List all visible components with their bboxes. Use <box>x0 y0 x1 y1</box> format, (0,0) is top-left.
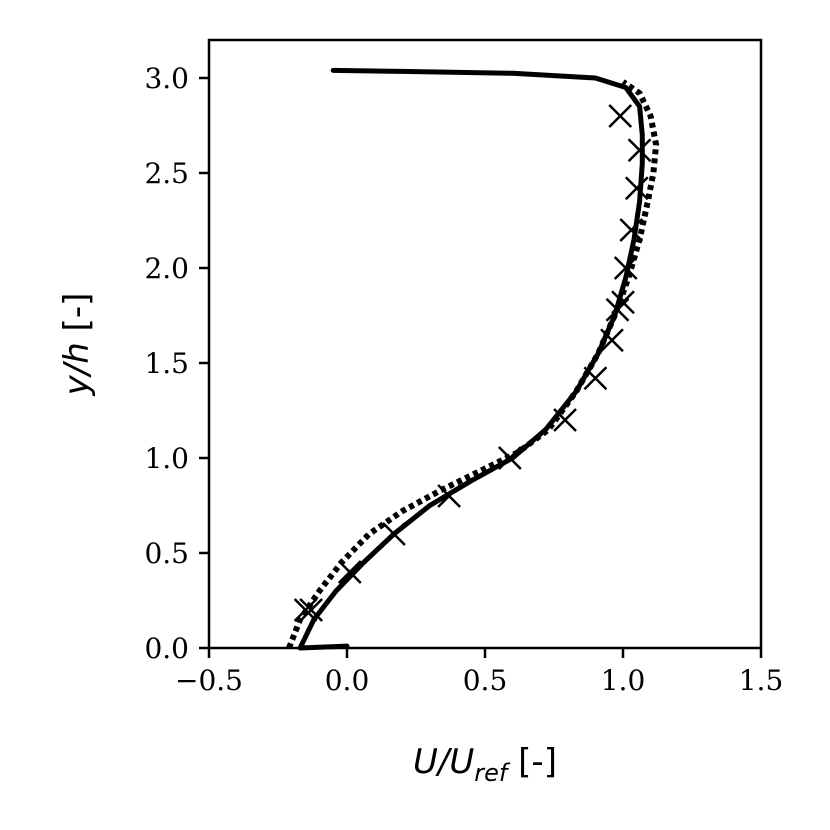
marker-x-point <box>293 598 318 622</box>
x-axis-label-unit: [-] <box>507 742 557 782</box>
marker-x-point <box>583 366 608 391</box>
y-axis-label-var: y/h <box>57 342 97 396</box>
marker-x-point <box>627 138 652 163</box>
marker-x-point <box>624 176 649 201</box>
series-1-solid-line <box>297 67 645 651</box>
y-tick-label: 2.5 <box>144 157 189 190</box>
marker-x-point <box>611 290 635 315</box>
x-axis-label-var: U/U <box>413 742 474 782</box>
marker-x-point <box>600 328 624 353</box>
ticks: −0.5 0.0 0.5 1.0 1.50.00.51.01.52.02.53.0 <box>144 62 783 697</box>
x-tick-label: 0.0 <box>325 664 370 697</box>
axes-frame <box>207 38 763 650</box>
y-tick-label: 1.0 <box>144 442 189 475</box>
marker-x-point <box>497 446 522 470</box>
x-tick-label: 1.0 <box>601 664 646 697</box>
y-tick-label: 2.0 <box>144 252 189 285</box>
y-tick-label: 3.0 <box>144 62 189 95</box>
x-tick-label: 1.5 <box>739 664 784 697</box>
marker-x-point <box>553 408 577 432</box>
marker-x-point <box>382 522 406 546</box>
y-axis-label-unit: [-] <box>57 293 97 343</box>
marker-x-point <box>619 218 644 242</box>
marker-x-point <box>437 484 462 508</box>
y-tick-label: 0.0 <box>144 632 189 665</box>
x-axis-label: U/Uref [-] <box>413 742 557 787</box>
x-tick-label: 0.5 <box>463 664 508 697</box>
marker-x-point <box>613 256 638 280</box>
x-axis-label-sub: ref <box>474 759 511 787</box>
plot-content <box>286 67 660 651</box>
marker-x-point <box>299 598 324 622</box>
x-tick-label: −0.5 <box>175 664 243 697</box>
series-2-dotted-line <box>286 79 660 650</box>
marker-x-point <box>337 560 362 584</box>
y-tick-label: 0.5 <box>144 537 189 570</box>
marker-x-point <box>608 104 633 128</box>
y-axis-label: y/h [-] <box>57 293 97 397</box>
y-tick-label: 1.5 <box>144 347 189 380</box>
